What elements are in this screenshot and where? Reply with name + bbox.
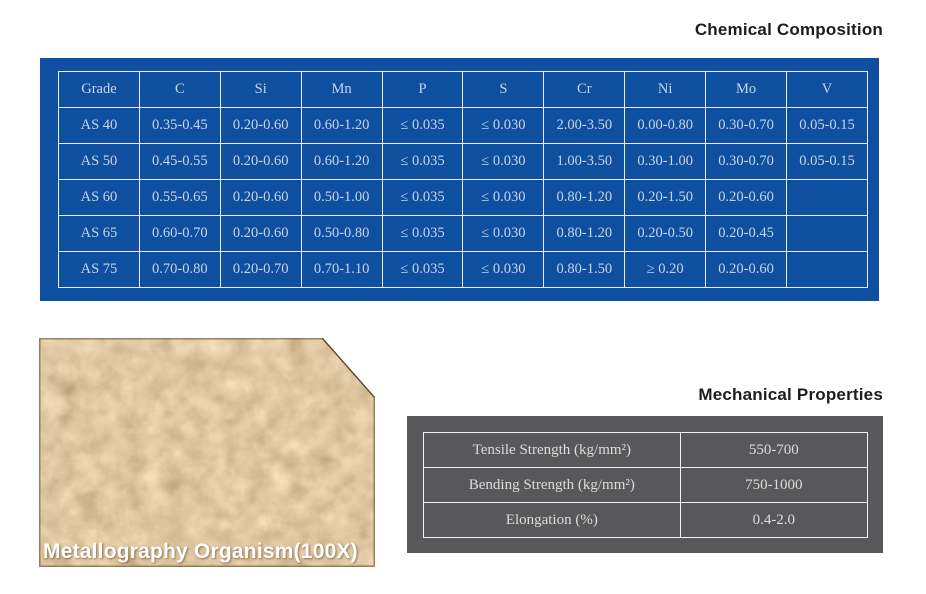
composition-value-cell: ≤ 0.030 (462, 179, 545, 216)
composition-value-cell: 0.05-0.15 (786, 143, 868, 180)
composition-value-cell: 0.20-0.50 (624, 215, 707, 252)
composition-value-cell: 0.50-1.00 (300, 179, 383, 216)
composition-value-cell (786, 251, 868, 288)
composition-value-cell: 0.50-0.80 (300, 215, 383, 252)
composition-value-cell: ≤ 0.035 (381, 179, 464, 216)
composition-value-cell: 0.20-0.45 (705, 215, 788, 252)
composition-value-cell: 0.00-0.80 (624, 107, 707, 144)
composition-value-cell (786, 215, 868, 252)
composition-value-cell: ≤ 0.035 (381, 251, 464, 288)
composition-value-cell: 1.00-3.50 (543, 143, 626, 180)
chem-column-header: V (786, 71, 868, 108)
chem-column-header: C (138, 71, 221, 108)
photo-corner-cut-edge (321, 338, 375, 399)
chem-column-header: Grade (58, 71, 140, 108)
chem-table-row: AS 60 0.55-0.65 0.20-0.60 0.50-1.00 ≤ 0.035 ≤… (58, 179, 868, 216)
composition-value-cell: 0.70-0.80 (138, 251, 221, 288)
composition-value-cell: ≤ 0.035 (381, 215, 464, 252)
composition-value-cell: 0.80-1.20 (543, 179, 626, 216)
composition-value-cell: ≤ 0.030 (462, 107, 545, 144)
chem-table-body: AS 40 0.35-0.45 0.20-0.60 0.60-1.20 ≤ 0.035 ≤… (58, 107, 868, 288)
composition-value-cell: 0.60-1.20 (300, 107, 383, 144)
metallography-photo: Metallography Organism(100X) (39, 338, 375, 567)
chem-table-row: AS 65 0.60-0.70 0.20-0.60 0.50-0.80 ≤ 0.035 ≤… (58, 215, 868, 252)
composition-value-cell: 0.20-0.60 (705, 251, 788, 288)
metallography-caption: Metallography Organism(100X) (43, 540, 358, 563)
composition-value-cell: 2.00-3.50 (543, 107, 626, 144)
composition-value-cell: 0.30-1.00 (624, 143, 707, 180)
mech-table-row: Elongation (%) 0.4-2.0 (423, 502, 869, 538)
composition-value-cell: 0.35-0.45 (138, 107, 221, 144)
chem-column-header: Mo (705, 71, 788, 108)
composition-value-cell: 0.60-1.20 (300, 143, 383, 180)
chem-table-row: AS 40 0.35-0.45 0.20-0.60 0.60-1.20 ≤ 0.035 ≤… (58, 107, 868, 144)
chem-column-header: P (381, 71, 464, 108)
grade-cell: AS 65 (58, 215, 140, 252)
chem-column-header: Cr (543, 71, 626, 108)
composition-value-cell: ≤ 0.030 (462, 143, 545, 180)
composition-value-cell: 0.70-1.10 (300, 251, 383, 288)
mechanical-properties-table: Tensile Strength (kg/mm²) 550-700 Bending … (423, 432, 869, 538)
mech-table-row: Bending Strength (kg/mm²) 750-1000 (423, 467, 869, 503)
composition-value-cell: 0.05-0.15 (786, 107, 868, 144)
composition-value-cell: 0.20-0.60 (219, 107, 302, 144)
composition-value-cell: ≤ 0.035 (381, 143, 464, 180)
chemical-composition-title: Chemical Composition (694, 20, 883, 39)
composition-value-cell: 0.60-0.70 (138, 215, 221, 252)
chem-table-row: AS 50 0.45-0.55 0.20-0.60 0.60-1.20 ≤ 0.035 ≤… (58, 143, 868, 180)
chem-header-row: Grade C Si Mn P S Cr Ni Mo V (58, 71, 868, 108)
composition-value-cell: 0.55-0.65 (138, 179, 221, 216)
metallography-texture-image (39, 338, 375, 567)
chemical-composition-table: Grade C Si Mn P S Cr Ni Mo V AS 40 0.35-0.45 0.20-0… (58, 71, 868, 288)
composition-value-cell: 0.30-0.70 (705, 143, 788, 180)
composition-value-cell: ≤ 0.035 (381, 107, 464, 144)
property-value-cell: 550-700 (679, 432, 869, 468)
grade-cell: AS 50 (58, 143, 140, 180)
chemical-composition-panel: Grade C Si Mn P S Cr Ni Mo V AS 40 0.35-0.45 0.20-0… (40, 58, 879, 301)
grade-cell: AS 75 (58, 251, 140, 288)
composition-value-cell: 0.80-1.50 (543, 251, 626, 288)
property-value-cell: 750-1000 (679, 467, 869, 503)
mech-table-row: Tensile Strength (kg/mm²) 550-700 (423, 432, 869, 468)
composition-value-cell: 0.30-0.70 (705, 107, 788, 144)
chem-table-header: Grade C Si Mn P S Cr Ni Mo V (58, 71, 868, 108)
composition-value-cell: ≤ 0.030 (462, 215, 545, 252)
chem-column-header: Mn (300, 71, 383, 108)
chem-column-header: Ni (624, 71, 707, 108)
composition-value-cell: 0.20-0.60 (219, 179, 302, 216)
mech-table-body: Tensile Strength (kg/mm²) 550-700 Bending … (423, 432, 869, 538)
composition-value-cell: 0.80-1.20 (543, 215, 626, 252)
chem-column-header: S (462, 71, 545, 108)
photo-border (39, 338, 375, 567)
composition-value-cell: 0.20-0.60 (705, 179, 788, 216)
chem-table-row: AS 75 0.70-0.80 0.20-0.70 0.70-1.10 ≤ 0.035 ≤… (58, 251, 868, 288)
property-value-cell: 0.4-2.0 (679, 502, 869, 538)
composition-value-cell (786, 179, 868, 216)
mechanical-properties-title: Mechanical Properties (698, 385, 883, 404)
composition-value-cell: 0.20-0.60 (219, 215, 302, 252)
composition-value-cell: ≥ 0.20 (624, 251, 707, 288)
composition-value-cell: 0.20-0.60 (219, 143, 302, 180)
composition-value-cell: 0.45-0.55 (138, 143, 221, 180)
composition-value-cell: 0.20-1.50 (624, 179, 707, 216)
property-label-cell: Elongation (%) (423, 502, 681, 538)
grade-cell: AS 40 (58, 107, 140, 144)
composition-value-cell: 0.20-0.70 (219, 251, 302, 288)
property-label-cell: Tensile Strength (kg/mm²) (423, 432, 681, 468)
chem-column-header: Si (219, 71, 302, 108)
property-label-cell: Bending Strength (kg/mm²) (423, 467, 681, 503)
composition-value-cell: ≤ 0.030 (462, 251, 545, 288)
grade-cell: AS 60 (58, 179, 140, 216)
mechanical-properties-panel: Tensile Strength (kg/mm²) 550-700 Bending … (407, 416, 883, 553)
